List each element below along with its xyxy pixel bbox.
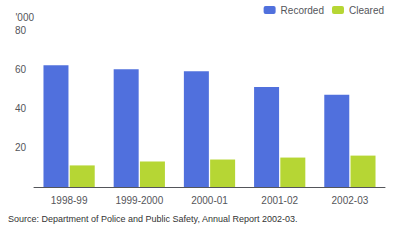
svg-text:Recorded: Recorded bbox=[281, 5, 324, 16]
svg-text:20: 20 bbox=[15, 142, 27, 153]
svg-text:2000-01: 2000-01 bbox=[191, 195, 228, 206]
svg-text:80: 80 bbox=[15, 25, 27, 36]
svg-text:Source: Department of Police a: Source: Department of Police and Public … bbox=[8, 214, 298, 224]
svg-text:1999-2000: 1999-2000 bbox=[115, 195, 163, 206]
svg-text:1998-99: 1998-99 bbox=[51, 195, 88, 206]
svg-text:2002-03: 2002-03 bbox=[332, 195, 369, 206]
svg-text:40: 40 bbox=[15, 103, 27, 114]
svg-text:Cleared: Cleared bbox=[349, 5, 384, 16]
svg-text:'000: '000 bbox=[15, 12, 34, 23]
svg-text:60: 60 bbox=[15, 64, 27, 75]
svg-text:2001-02: 2001-02 bbox=[261, 195, 298, 206]
